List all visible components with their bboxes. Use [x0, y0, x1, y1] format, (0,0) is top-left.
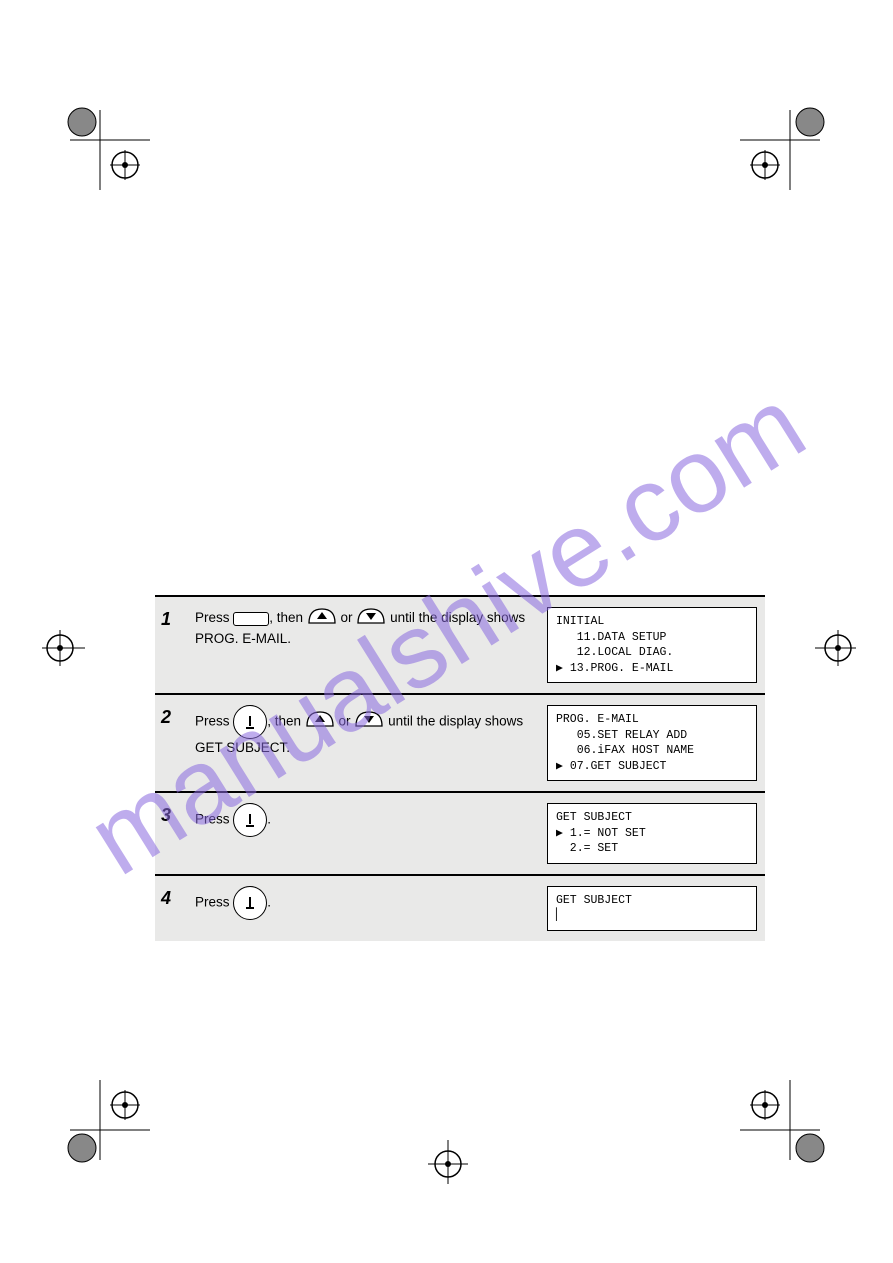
reg-mark-mr	[800, 618, 860, 678]
step-4: 4 Press . GET SUBJECT ▏	[155, 876, 765, 941]
step-number: 4	[155, 886, 185, 931]
step-3: 3 Press . GET SUBJECT ▶ 1.= NOT SET 2.= …	[155, 793, 765, 876]
up-button-icon	[305, 710, 335, 733]
step-2: 2 Press , then or until the display show…	[155, 695, 765, 793]
enter-button-icon	[233, 886, 267, 920]
instruction-text: Press .	[195, 803, 537, 864]
lcd-display: INITIAL 11.DATA SETUP 12.LOCAL DIAG. ▶ 1…	[547, 607, 757, 683]
enter-button-icon	[233, 803, 267, 837]
reg-mark-mb	[418, 1130, 478, 1190]
instruction-text: Press , then or until the display shows …	[195, 607, 537, 683]
down-button-icon	[354, 710, 384, 733]
down-button-icon	[356, 607, 386, 630]
instruction-text: Press .	[195, 886, 537, 931]
up-button-icon	[307, 607, 337, 630]
lcd-display: GET SUBJECT ▶ 1.= NOT SET 2.= SET	[547, 803, 757, 864]
step-number: 3	[155, 803, 185, 864]
lcd-display: GET SUBJECT ▏	[547, 886, 757, 931]
reg-mark-tl	[60, 100, 160, 200]
reg-mark-ml	[40, 618, 100, 678]
lcd-display: PROG. E-MAIL 05.SET RELAY ADD 06.iFAX HO…	[547, 705, 757, 781]
step-number: 1	[155, 607, 185, 683]
enter-button-icon	[233, 705, 267, 739]
step-number: 2	[155, 705, 185, 781]
reg-mark-tr	[730, 100, 830, 200]
menu-button-icon	[233, 612, 269, 626]
step-1: 1 Press , then or until the display show…	[155, 595, 765, 695]
instruction-panel: 1 Press , then or until the display show…	[155, 595, 765, 941]
reg-mark-br	[730, 1050, 830, 1170]
reg-mark-bl	[60, 1050, 160, 1170]
instruction-text: Press , then or until the display shows …	[195, 705, 537, 781]
